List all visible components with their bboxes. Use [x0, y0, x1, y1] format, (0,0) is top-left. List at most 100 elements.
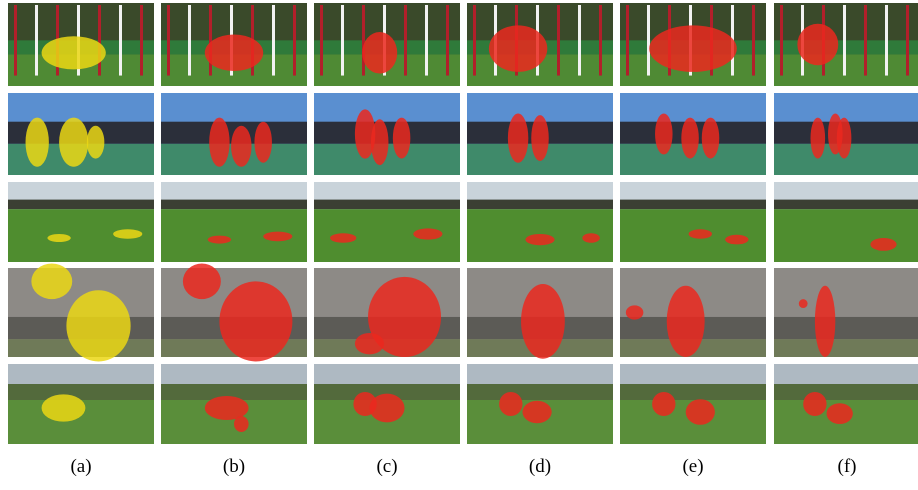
segmentation-mask	[208, 236, 231, 244]
segmentation-mask	[508, 114, 528, 163]
pole	[473, 5, 476, 76]
segmentation-mask	[254, 122, 272, 163]
image-grid	[8, 3, 918, 444]
pole	[35, 5, 38, 76]
image-background	[774, 384, 918, 400]
image-cell	[774, 3, 918, 86]
image-cell	[467, 364, 613, 444]
image-cell	[774, 268, 918, 357]
image-cell	[161, 93, 307, 175]
segmentation-mask	[828, 114, 843, 155]
segmentation-mask	[26, 118, 49, 167]
pole	[557, 5, 560, 76]
segmentation-mask	[531, 115, 549, 161]
image-cell	[774, 364, 918, 444]
image-cell	[314, 364, 460, 444]
pole	[906, 5, 909, 76]
column-label: (d)	[529, 456, 551, 477]
image-cell	[467, 182, 613, 262]
pole	[599, 5, 602, 76]
image-ground	[774, 209, 918, 262]
segmentation-mask	[499, 392, 522, 416]
image-background	[467, 384, 613, 400]
pole	[752, 5, 755, 76]
image-ground	[774, 339, 918, 357]
segmentation-mask	[183, 264, 221, 300]
pole	[167, 5, 170, 76]
image-cell	[8, 264, 154, 362]
image-cell	[8, 182, 154, 262]
pole	[446, 5, 449, 76]
segmentation-mask	[797, 24, 838, 66]
column-labels: (a)(b)(c)(d)(e)(f)	[70, 456, 856, 477]
segmentation-mask	[522, 401, 551, 423]
pole	[780, 5, 783, 76]
segmentation-mask	[870, 238, 896, 251]
segmentation-mask	[681, 118, 699, 159]
image-cell	[620, 268, 766, 357]
column-label: (c)	[376, 456, 397, 477]
pole	[320, 5, 323, 76]
segmentation-mask	[626, 305, 644, 319]
segmentation-mask	[87, 126, 105, 159]
pole	[209, 5, 212, 76]
segmentation-mask	[803, 392, 826, 416]
segmentation-mask	[362, 32, 397, 74]
segmentation-mask	[686, 399, 715, 425]
pole	[98, 5, 101, 76]
image-cell	[161, 3, 307, 86]
segmentation-mask	[371, 119, 389, 165]
pole	[341, 5, 344, 76]
segmentation-mask	[31, 264, 72, 300]
pole	[140, 5, 143, 76]
image-background	[620, 200, 766, 210]
pole	[885, 5, 888, 76]
pole	[14, 5, 17, 76]
image-cell	[8, 93, 154, 175]
image-cell	[314, 93, 460, 175]
image-background	[774, 200, 918, 210]
image-background	[8, 200, 154, 210]
figure: (a)(b)(c)(d)(e)(f)	[0, 0, 918, 485]
pole	[272, 5, 275, 76]
image-cell	[774, 93, 918, 175]
image-cell	[620, 93, 766, 175]
segmentation-mask	[689, 229, 712, 239]
pole	[626, 5, 629, 76]
pole	[119, 5, 122, 76]
column-label: (f)	[838, 456, 857, 477]
image-cell	[620, 3, 766, 86]
pole	[188, 5, 191, 76]
image-cell	[161, 182, 307, 262]
image-background	[8, 384, 154, 400]
segmentation-mask	[811, 118, 826, 159]
image-cell	[161, 264, 307, 362]
image-cell	[620, 182, 766, 262]
image-cell	[314, 268, 460, 357]
segmentation-mask	[393, 118, 411, 159]
pole	[578, 5, 581, 76]
pole	[362, 5, 365, 76]
segmentation-mask	[489, 25, 547, 71]
image-background	[314, 200, 460, 210]
segmentation-mask	[815, 286, 835, 357]
segmentation-mask	[231, 126, 251, 167]
segmentation-mask	[209, 118, 229, 167]
segmentation-mask	[355, 333, 384, 354]
image-cell	[467, 268, 613, 359]
segmentation-mask	[521, 284, 565, 359]
image-cell	[8, 3, 154, 86]
image-cell	[467, 3, 613, 86]
segmentation-mask	[413, 228, 442, 239]
image-background	[467, 200, 613, 210]
segmentation-mask	[47, 234, 70, 242]
segmentation-mask	[59, 118, 88, 167]
column-label: (a)	[70, 456, 91, 477]
image-background	[774, 317, 918, 339]
segmentation-mask	[799, 299, 808, 308]
image-cell	[774, 182, 918, 262]
column-label: (b)	[223, 456, 245, 477]
segmentation-mask	[655, 114, 673, 155]
pole	[425, 5, 428, 76]
segmentation-mask	[652, 392, 675, 416]
